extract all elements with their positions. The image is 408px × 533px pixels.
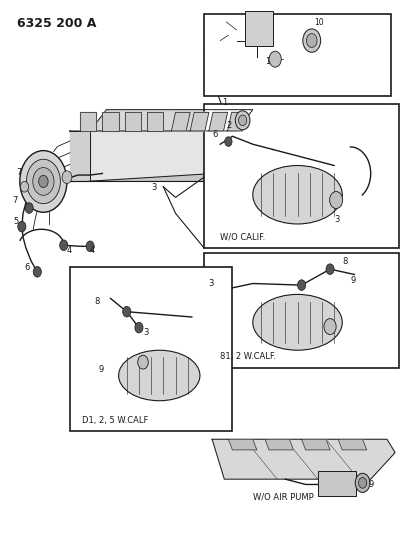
Polygon shape [171,112,190,131]
Bar [204,14,391,96]
Polygon shape [125,112,141,131]
Text: 10: 10 [314,18,324,27]
Circle shape [27,159,60,204]
Polygon shape [190,112,209,131]
Circle shape [324,319,336,335]
Polygon shape [228,112,246,131]
Text: 3: 3 [334,215,339,224]
Polygon shape [102,112,119,131]
Circle shape [306,34,317,47]
Text: 8: 8 [342,257,348,266]
Text: D1, 2, 5 W.CALF: D1, 2, 5 W.CALF [82,416,149,425]
Polygon shape [70,131,269,181]
Text: 3: 3 [143,328,149,337]
Circle shape [330,191,343,208]
Text: W/O CALIF.: W/O CALIF. [220,232,266,241]
Polygon shape [265,439,293,450]
Ellipse shape [253,165,342,224]
Circle shape [20,151,67,212]
Text: 7: 7 [12,196,18,205]
Circle shape [86,241,94,252]
Text: 81, 2 W.CALF.: 81, 2 W.CALF. [220,352,276,361]
Text: 6: 6 [212,130,217,139]
Text: W/O AIR PUMP: W/O AIR PUMP [253,492,313,502]
Polygon shape [90,110,253,131]
Bar [318,471,357,496]
Circle shape [269,51,281,67]
Circle shape [39,175,48,188]
Circle shape [60,240,68,251]
Text: 8: 8 [94,297,100,306]
Circle shape [225,137,232,147]
Polygon shape [228,439,257,450]
Text: 1: 1 [265,57,270,66]
Circle shape [135,322,143,333]
Circle shape [18,221,26,232]
Text: 3: 3 [151,183,157,192]
Circle shape [33,266,41,277]
Circle shape [326,264,334,274]
Text: 2: 2 [226,122,232,131]
Circle shape [239,115,247,126]
Text: 4: 4 [67,246,72,255]
Bar [204,253,399,368]
Polygon shape [338,439,367,450]
Polygon shape [212,439,395,479]
Circle shape [359,478,367,488]
Polygon shape [80,112,96,131]
Circle shape [297,280,306,290]
Circle shape [303,29,321,52]
Text: 7: 7 [16,168,22,177]
Circle shape [123,306,131,317]
Text: 4: 4 [89,246,95,255]
Polygon shape [302,439,330,450]
Text: 1: 1 [222,98,228,107]
Polygon shape [147,112,163,131]
Circle shape [25,203,33,213]
Bar [70,266,233,431]
Circle shape [355,473,370,492]
Polygon shape [70,171,257,181]
Circle shape [62,171,72,183]
Ellipse shape [253,294,342,350]
Text: 6325 200 A: 6325 200 A [17,17,96,30]
Text: 5: 5 [14,216,19,225]
Polygon shape [209,112,228,131]
Text: 6: 6 [24,263,30,272]
Bar [204,104,399,248]
Bar [245,11,273,46]
Circle shape [20,181,29,192]
Circle shape [33,167,54,195]
Text: 9: 9 [350,276,356,285]
Ellipse shape [119,350,200,401]
Circle shape [138,356,148,369]
Circle shape [235,111,250,130]
Polygon shape [70,131,90,181]
Text: 9: 9 [98,365,104,374]
Text: 9: 9 [369,480,374,489]
Text: 3: 3 [208,279,213,288]
